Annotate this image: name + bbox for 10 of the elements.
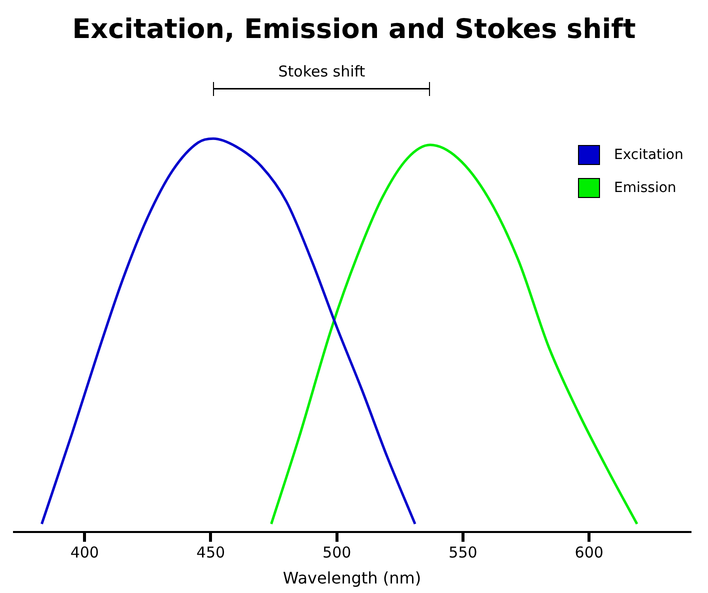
chart-title: Excitation, Emission and Stokes shift [71,14,637,45]
text: Stokes shift [278,62,366,80]
legend-label: Excitation [614,147,684,163]
x-tick-label: 600 [574,544,604,562]
legend-label: Emission [614,180,676,196]
x-tick-label: 450 [196,544,226,562]
x-axis-title: Wavelength (nm) [282,568,422,588]
x-tick-label: 400 [70,544,99,562]
x-tick-label: 500 [322,544,352,562]
x-tick-label: 550 [448,544,478,562]
